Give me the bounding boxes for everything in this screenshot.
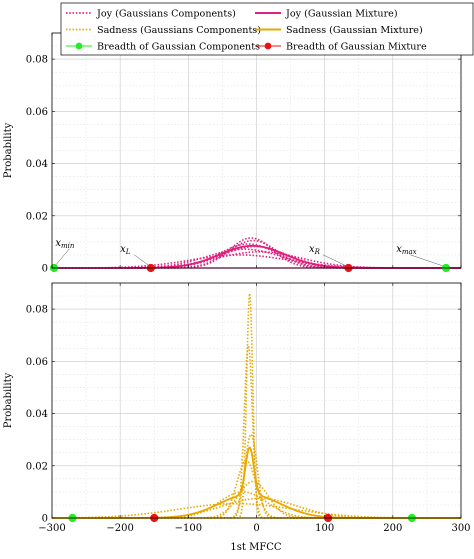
annotation-pointer [134,254,151,268]
bottom-panel: 0 0.02 0.04 0.06 0.08 −300 −200 −100 0 100 200 300 P… [3,282,471,534]
x-tick-label: 200 [383,523,402,534]
x-tick-label: 300 [451,523,470,534]
component-curve [52,342,461,519]
x-tick-label: −300 [38,523,65,534]
annotation-label: xL [120,244,131,256]
legend-label: Joy (Gaussian Mixture) [285,8,398,19]
y-tick-label: 0.04 [26,159,48,170]
annotation-pointer [410,254,447,268]
y-tick-label: 0.06 [26,357,48,368]
y-tick-label: 0 [42,264,48,275]
y-tick-label: 0.02 [26,461,48,472]
annotation-pointer [53,248,70,268]
legend-swatch-marker [75,42,83,50]
component-curve [52,243,461,269]
annotation-label: xR [309,244,321,256]
y-tick-label: 0.08 [26,55,48,66]
y-tick-label: 0 [42,514,48,525]
y-tick-label: 0.06 [26,107,48,118]
annotation-pointer [322,254,349,268]
legend-label: Breadth of Gaussian Mixture [286,41,427,52]
component-curve [51,502,461,519]
x-tick-label: 0 [253,523,259,534]
legend-label: Joy (Gaussians Components) [96,8,236,19]
y-tick-label: 0.04 [26,409,48,420]
x-tick-label: −100 [175,523,202,534]
y-tick-label: 0.02 [26,211,48,222]
top-panel: xmin xL xR xmax 0 0.02 0.04 0.06 0.08 Probability [3,32,462,275]
x-tick-label: −200 [106,523,133,534]
component-curve [52,254,461,269]
annotation-label: xmin [55,238,75,250]
legend-swatch-marker [264,42,272,50]
y-axis-title: Probability [3,122,14,178]
legend: Joy (Gaussians Components) Joy (Gaussian … [60,2,474,56]
y-tick-label: 0.08 [26,305,48,316]
y-axis-title: Probability [3,372,14,428]
x-axis-title: 1st MFCC [230,542,282,553]
annotation-label: xmax [396,244,416,256]
legend-label: Sadness (Gaussian Mixture) [286,25,423,36]
legend-label: Sadness (Gaussians Components) [97,25,261,36]
x-tick-label: 100 [315,523,334,534]
legend-label: Breadth of Gaussian Components [97,41,260,52]
